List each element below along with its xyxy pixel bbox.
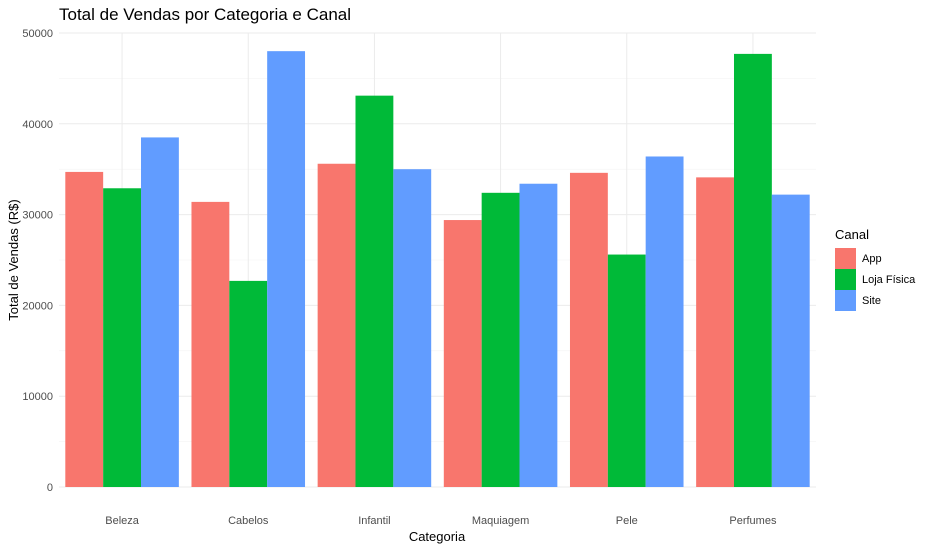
y-tick-label: 0 <box>47 482 53 494</box>
y-tick-label: 50000 <box>22 28 53 40</box>
bar <box>393 169 432 487</box>
x-tick-label: Infantil <box>358 515 390 527</box>
bar <box>103 188 142 487</box>
legend-swatch <box>835 248 856 269</box>
bar <box>229 280 268 487</box>
bar <box>645 156 684 487</box>
bar <box>267 51 306 487</box>
legend: Canal App Loja Física Site <box>835 227 916 311</box>
bar <box>696 177 734 487</box>
bar <box>191 201 230 487</box>
chart-title: Total de Vendas por Categoria e Canal <box>59 5 351 24</box>
x-axis-ticks: Beleza Cabelos Infantil Maquiagem Pele Perfum… <box>105 515 777 527</box>
bar <box>141 137 179 488</box>
legend-swatch <box>835 290 856 311</box>
y-tick-label: 30000 <box>22 210 53 222</box>
bars <box>65 51 810 488</box>
x-tick-label: Beleza <box>105 515 140 527</box>
x-tick-label: Cabelos <box>228 515 269 527</box>
legend-label: App <box>862 253 882 265</box>
legend-label: Loja Física <box>862 274 916 286</box>
bar <box>771 194 810 487</box>
bar <box>355 95 394 487</box>
y-tick-label: 10000 <box>22 391 53 403</box>
bar <box>607 254 646 487</box>
y-tick-label: 20000 <box>22 300 53 312</box>
x-tick-label: Pele <box>616 515 638 527</box>
bar <box>481 192 520 488</box>
bar <box>569 172 608 487</box>
y-tick-label: 40000 <box>22 119 53 131</box>
y-axis-title: Total de Vendas (R$) <box>6 199 21 320</box>
x-tick-label: Perfumes <box>729 515 777 527</box>
legend-title: Canal <box>835 227 869 242</box>
legend-label: Site <box>862 295 881 307</box>
bar <box>519 183 558 487</box>
bar <box>317 163 356 487</box>
x-tick-label: Maquiagem <box>472 515 529 527</box>
bar <box>443 220 482 487</box>
bar <box>733 53 772 487</box>
legend-swatch <box>835 269 856 290</box>
bar <box>65 171 104 487</box>
y-axis-ticks: 0 10000 20000 30000 40000 50000 <box>22 28 53 494</box>
x-axis-title: Categoria <box>409 529 466 544</box>
